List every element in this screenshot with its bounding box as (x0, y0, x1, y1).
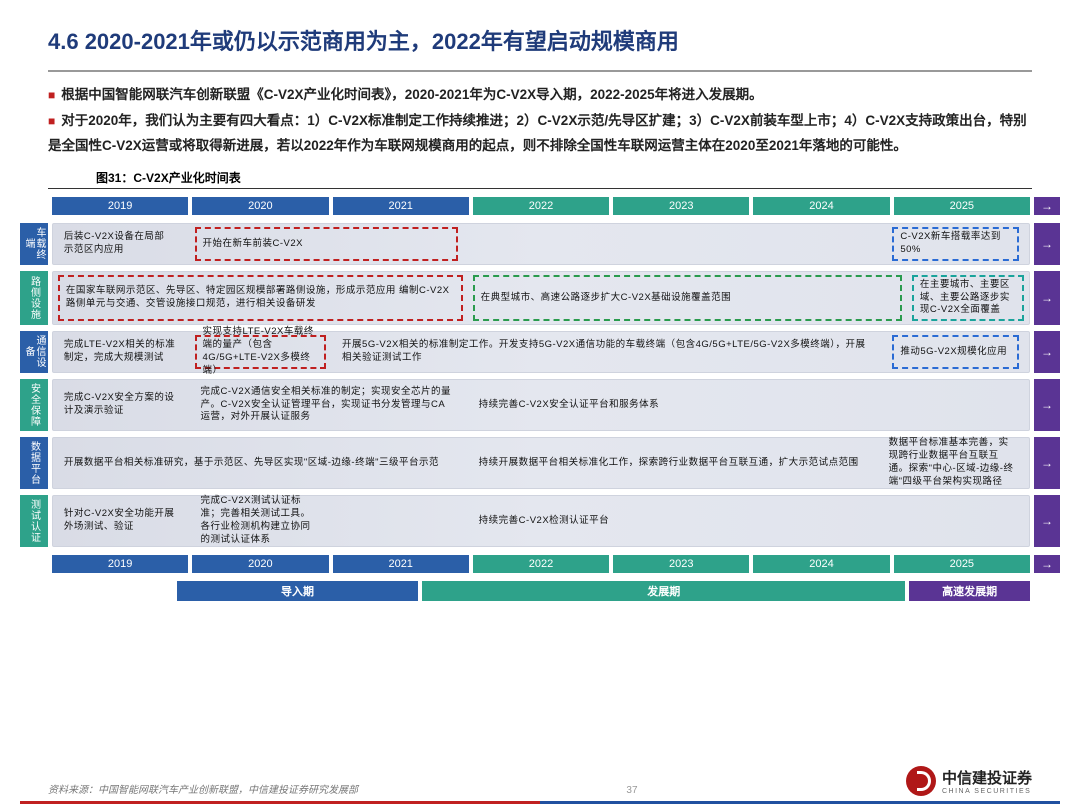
phase-label: 高速发展期 (909, 581, 1030, 601)
brand: 中信建投证券 CHINA SECURITIES (906, 766, 1032, 796)
timeline-block: C-V2X新车搭载率达到50% (892, 227, 1019, 261)
year-cell: 2020 (192, 197, 328, 215)
arrow-continue-icon: → (1034, 197, 1060, 215)
year-cell: 2024 (753, 555, 889, 573)
year-cell: 2019 (52, 555, 188, 573)
row-label: 测试认证 (20, 495, 48, 547)
timeline-block: 开始在新车前装C-V2X (195, 227, 459, 261)
timeline-block: 针对C-V2X安全功能开展外场测试、验证 (58, 499, 185, 543)
timeline-block: 在主要城市、主要区域、主要公路逐步实现C-V2X全面覆盖 (912, 275, 1024, 321)
chart-label: 图31：C-V2X产业化时间表 (48, 159, 1032, 189)
timeline-block: 数据平台标准基本完善，实现跨行业数据平台互联互通。探索"中心-区域-边缘-终端"… (883, 441, 1025, 485)
timeline-block: 推动5G-V2X规模化应用 (892, 335, 1019, 369)
row-label: 车载终端 (20, 223, 48, 265)
timeline-block: 在国家车联网示范区、先导区、特定园区规模部署路侧设施，形成示范应用 编制C-V2… (58, 275, 463, 321)
brand-name-cn: 中信建投证券 (942, 767, 1032, 788)
timeline-block: 实现支持LTE-V2X车载终端的量产（包含4G/5G+LTE-V2X多模终端） (195, 335, 327, 369)
timeline-block: 完成LTE-V2X相关的标准制定，完成大规模测试 (58, 335, 185, 369)
footer: 资料来源：中国智能网联汽车产业创新联盟，中信建投证券研究发展部 37 中信建投证… (48, 766, 1032, 796)
bullet-item: 根据中国智能网联汽车创新联盟《C-V2X产业化时间表》，2020-2021年为C… (48, 82, 1032, 108)
brand-name-en: CHINA SECURITIES (942, 788, 1032, 795)
row-rail: 后装C-V2X设备在局部示范区内应用开始在新车前装C-V2X C-V2X新车搭载率… (52, 223, 1030, 265)
arrow-continue-icon: → (1034, 437, 1060, 489)
row-rail: 完成C-V2X安全方案的设计及演示验证完成C-V2X通信安全相关标准的制定；实现… (52, 379, 1030, 431)
timeline-block: 持续完善C-V2X检测认证平台 (473, 499, 1020, 543)
source-text: 资料来源：中国智能网联汽车产业创新联盟，中信建投证券研究发展部 (48, 781, 358, 796)
bullet-item: 对于2020年，我们认为主要有四大看点：1）C-V2X标准制定工作持续推进；2）… (48, 108, 1032, 159)
year-cell: 2023 (613, 555, 749, 573)
timeline-block: 开展5G-V2X相关的标准制定工作。开发支持5G-V2X通信功能的车载终端（包含… (336, 335, 873, 369)
timeline-block: 完成C-V2X通信安全相关标准的制定；实现安全芯片的量产。C-V2X安全认证管理… (195, 383, 459, 427)
page-title: 4.6 2020-2021年或仍以示范商用为主，2022年有望启动规模商用 (48, 24, 1032, 56)
page-number: 37 (626, 785, 637, 796)
arrow-continue-icon: → (1034, 379, 1060, 431)
timeline-block: 开展数据平台相关标准研究，基于示范区、先导区实现"区域-边缘-终端"三级平台示范 (58, 441, 463, 485)
arrow-continue-icon: → (1034, 495, 1060, 547)
year-cell: 2021 (333, 555, 469, 573)
title-underline (48, 70, 1032, 72)
row-rail: 完成LTE-V2X相关的标准制定，完成大规模测试实现支持LTE-V2X车载终端的… (52, 331, 1030, 373)
arrow-continue-icon: → (1034, 271, 1060, 325)
timeline-chart: 2019202020212022202320242025→ 车载终端后装C-V2… (0, 189, 1080, 601)
row-label: 安全保障 (20, 379, 48, 431)
timeline-block: 后装C-V2X设备在局部示范区内应用 (58, 227, 175, 261)
row-rail: 开展数据平台相关标准研究，基于示范区、先导区实现"区域-边缘-终端"三级平台示范… (52, 437, 1030, 489)
phase-label: 发展期 (422, 581, 905, 601)
year-cell: 2021 (333, 197, 469, 215)
row-rail: 针对C-V2X安全功能开展外场测试、验证完成C-V2X测试认证标准；完善相关测试… (52, 495, 1030, 547)
arrow-continue-icon: → (1034, 331, 1060, 373)
timeline-block: 在典型城市、高速公路逐步扩大C-V2X基础设施覆盖范围 (473, 275, 902, 321)
year-cell: 2025 (894, 555, 1030, 573)
timeline-block: 完成C-V2X测试认证标准；完善相关测试工具。各行业检测机构建立协同的测试认证体… (195, 499, 327, 543)
year-cell: 2022 (473, 555, 609, 573)
timeline-block: 完成C-V2X安全方案的设计及演示验证 (58, 383, 185, 427)
arrow-continue-icon: → (1034, 223, 1060, 265)
year-cell: 2022 (473, 197, 609, 215)
year-cell: 2025 (894, 197, 1030, 215)
row-label: 路侧设施 (20, 271, 48, 325)
year-cell: 2023 (613, 197, 749, 215)
year-cell: 2019 (52, 197, 188, 215)
timeline-block: 持续开展数据平台相关标准化工作，探索跨行业数据平台互联互通，扩大示范试点范围 (473, 441, 873, 485)
brand-logo-icon (906, 766, 936, 796)
bullets: 根据中国智能网联汽车创新联盟《C-V2X产业化时间表》，2020-2021年为C… (0, 82, 1080, 159)
year-cell: 2024 (753, 197, 889, 215)
row-rail: 在国家车联网示范区、先导区、特定园区规模部署路侧设施，形成示范应用 编制C-V2… (52, 271, 1030, 325)
year-cell: 2020 (192, 555, 328, 573)
row-label: 数据平台 (20, 437, 48, 489)
arrow-continue-icon: → (1034, 555, 1060, 573)
phase-label: 导入期 (177, 581, 419, 601)
row-label: 通信设备 (20, 331, 48, 373)
timeline-block: 持续完善C-V2X安全认证平台和服务体系 (473, 383, 1020, 427)
footer-accent-line (20, 801, 1060, 804)
